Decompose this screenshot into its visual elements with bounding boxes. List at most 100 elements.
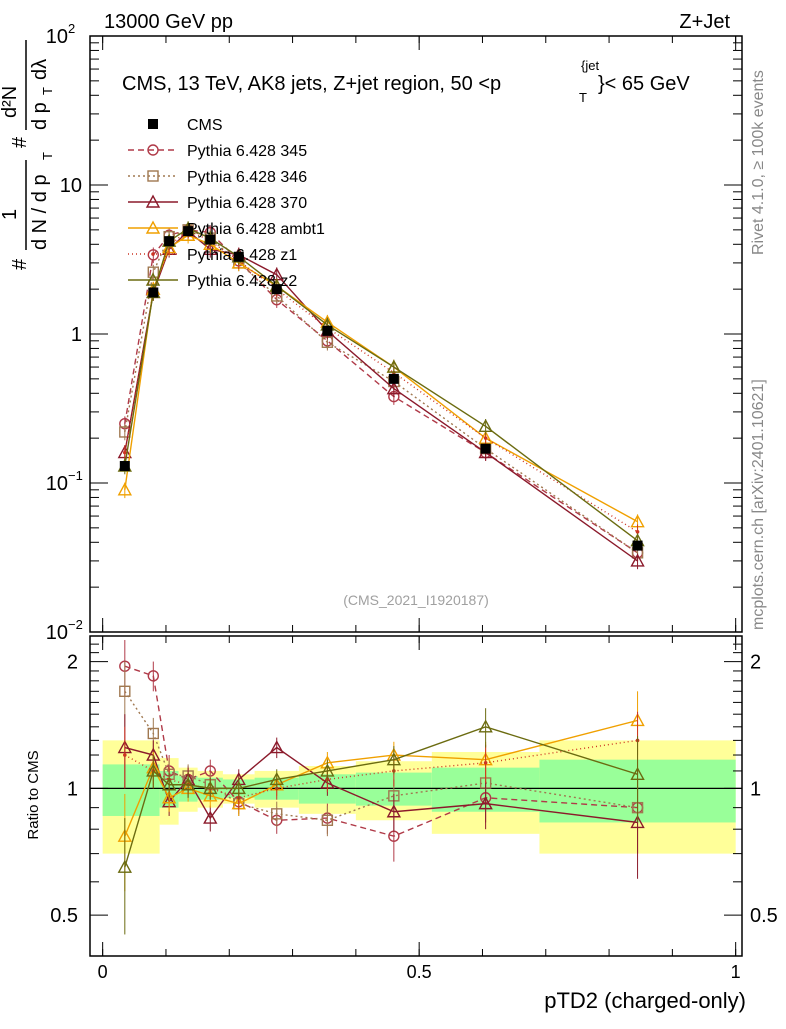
ratio-point-5: [478, 719, 493, 733]
title-sub: T: [579, 90, 587, 105]
ratio-tick-label-left: 2: [67, 652, 78, 674]
x-tick-label: 0.5: [407, 962, 432, 982]
y-tick-label: 10: [46, 26, 68, 48]
data-point: [164, 236, 175, 247]
ratio-point-5: [203, 780, 218, 795]
legend-label-0: Pythia 6.428 345: [187, 143, 307, 160]
series-point-5: [478, 418, 493, 433]
series-point-5: [386, 359, 402, 373]
data-point: [322, 325, 333, 336]
rivet-label: Rivet 4.1.0, ≥ 100k events: [750, 70, 767, 255]
data-point: [148, 287, 159, 298]
legend-label-cms: CMS: [187, 117, 223, 134]
ratio-point-4: [483, 761, 488, 765]
ratio-point-5: [161, 777, 177, 791]
data-point: [271, 284, 282, 295]
y-tick-exponent: −2: [68, 617, 83, 632]
ylabel-sub-2: T: [40, 87, 55, 95]
ylabel-rhs-num: d²N: [0, 86, 21, 118]
mcplots-label: mcplots.cern.ch [arXiv:2401.10621]: [750, 379, 767, 630]
ratio-point-5: [320, 763, 335, 777]
y-tick-exponent: 2: [68, 21, 75, 36]
ratio-point-1: [271, 808, 283, 820]
header-right: Z+Jet: [679, 11, 730, 33]
ratio-point-2: [478, 796, 493, 810]
series-point-4: [483, 436, 488, 440]
series-point-4: [123, 450, 127, 455]
y-axis-label-top: # 1 d N / d p T # d²N d p T dλ: [0, 40, 55, 270]
ratio-point-5: [269, 771, 284, 786]
ratio-point-2: [386, 804, 402, 818]
ratio-point-1: [119, 685, 131, 697]
y-tick-label: 10: [60, 175, 82, 197]
legend-marker-4: [151, 252, 155, 256]
legend-marker-cms: [148, 119, 158, 129]
series-point-3: [117, 482, 132, 496]
legend-label-2: Pythia 6.428 370: [187, 195, 307, 212]
ratio-point-3: [203, 788, 218, 802]
series-line-1: [124, 229, 638, 554]
title-main: CMS, 13 TeV, AK8 jets, Z+jet region, 50 …: [122, 73, 501, 95]
y-tick-exponent: −1: [68, 468, 83, 483]
ratio-line-4: [124, 739, 638, 799]
ratio-point-1: [147, 727, 160, 740]
series-point-4: [635, 530, 640, 534]
ylabel-hash-2: #: [9, 136, 31, 148]
x-axis-label: pTD2 (charged-only): [544, 988, 746, 1013]
ratio-point-5: [117, 859, 132, 873]
chart-title: CMS, 13 TeV, AK8 jets, Z+jet region, 50 …: [122, 58, 690, 105]
data-point: [233, 251, 244, 262]
ratio-point-0: [147, 670, 160, 682]
legend-marker-2: [145, 194, 161, 208]
series-point-0: [147, 249, 160, 261]
ratio-point-2: [630, 814, 645, 829]
y-tick-label: 10: [46, 473, 68, 495]
y-tick-label: 1: [71, 324, 82, 346]
legend-label-1: Pythia 6.428 346: [187, 169, 307, 186]
ylabel-lhs-den: d N / d p: [29, 174, 51, 250]
header-left: 13000 GeV pp: [104, 11, 233, 33]
legend-marker-1: [147, 170, 159, 182]
ratio-point-5: [180, 777, 196, 791]
ratio-tick-label-left: 1: [67, 778, 78, 800]
y-axis-label-ratio: Ratio to CMS: [25, 750, 42, 839]
title-close: }< 65 GeV: [598, 73, 690, 95]
data-point: [183, 226, 194, 237]
series-point-1: [147, 266, 160, 278]
y-tick-label: 10: [46, 622, 68, 644]
ratio-point-5: [231, 780, 246, 795]
x-tick-label: 0: [98, 962, 108, 982]
data-point: [632, 540, 643, 551]
ratio-point-3: [161, 790, 177, 804]
ratio-point-2: [203, 810, 218, 824]
ratio-frame: [89, 635, 743, 957]
series-point-2: [630, 553, 645, 567]
ratio-point-1: [321, 814, 334, 826]
data-point: [205, 234, 216, 245]
ylabel-sub-1: T: [40, 152, 55, 160]
data-point: [388, 373, 399, 384]
ratio-tick-label-right: 2: [750, 652, 761, 674]
ylabel-rhs-den: d p: [29, 102, 51, 130]
data-point: [480, 443, 491, 454]
legend-marker-5: [145, 272, 161, 286]
legend-label-5: Pythia 6.428 z2: [187, 273, 297, 290]
watermark: (CMS_2021_I1920187): [343, 592, 489, 608]
ratio-point-5: [630, 766, 645, 780]
data-point: [119, 461, 130, 472]
legend-marker-0: [147, 144, 159, 156]
ratio-tick-label-left: 0.5: [50, 905, 78, 927]
ratio-tick-label-right: 0.5: [750, 905, 778, 927]
ratio-tick-label-right: 1: [750, 778, 761, 800]
legend-marker-3: [145, 220, 161, 234]
legend-label-3: Pythia 6.428 ambt1: [187, 221, 325, 238]
title-sup: {jet: [581, 58, 599, 73]
x-tick-label: 1: [731, 962, 741, 982]
ratio-point-5: [386, 752, 402, 766]
ratio-point-2: [269, 740, 284, 754]
series-line-0: [124, 229, 638, 554]
series-point-2: [386, 381, 402, 395]
ylabel-hash-1: #: [9, 258, 31, 270]
ratio-point-5: [146, 763, 161, 777]
